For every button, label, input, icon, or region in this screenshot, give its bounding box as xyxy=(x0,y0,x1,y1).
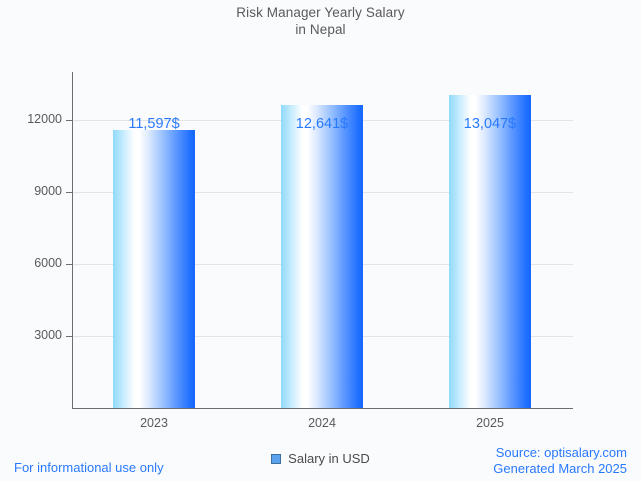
y-tick-mark-12000 xyxy=(66,120,72,121)
chart-legend: Salary in USD xyxy=(0,452,641,466)
y-tick-label-3000: 3000 xyxy=(34,328,62,342)
bar-2023[interactable] xyxy=(113,130,195,408)
source-link[interactable]: Source: optisalary.com xyxy=(495,445,627,460)
y-tick-mark-6000 xyxy=(66,264,72,265)
bar-2025[interactable] xyxy=(449,95,531,408)
legend-label-salary-in-usd[interactable]: Salary in USD xyxy=(288,451,370,466)
chart-title-line-1: Risk Manager Yearly Salary xyxy=(236,5,405,20)
source-attribution: Source: optisalary.com Generated March 2… xyxy=(493,445,627,477)
bar-2024[interactable] xyxy=(281,105,363,408)
y-tick-mark-9000 xyxy=(66,192,72,193)
chart-title-line-2: in Nepal xyxy=(295,22,346,37)
x-axis-line xyxy=(72,408,573,409)
y-axis-line xyxy=(72,72,73,408)
chart-title: Risk Manager Yearly Salary in Nepal xyxy=(0,4,641,38)
y-tick-label-12000: 12000 xyxy=(27,112,62,126)
disclaimer-text: For informational use only xyxy=(14,460,164,475)
bar-value-2024: 12,641$ xyxy=(295,116,349,132)
plot-area: 12000 9000 6000 3000 11,597$ 2023 12,641… xyxy=(27,72,573,430)
y-tick-label-9000: 9000 xyxy=(34,184,62,198)
x-tick-label-2024: 2024 xyxy=(308,416,336,430)
bar-value-2025: 13,047$ xyxy=(463,116,517,132)
legend-swatch-icon xyxy=(271,454,282,464)
y-tick-mark-3000 xyxy=(66,336,72,337)
y-tick-label-6000: 6000 xyxy=(34,256,62,270)
x-tick-label-2023: 2023 xyxy=(140,416,168,430)
bar-value-2023: 11,597$ xyxy=(128,116,180,132)
generated-date: Generated March 2025 xyxy=(493,461,627,476)
x-tick-label-2025: 2025 xyxy=(476,416,504,430)
